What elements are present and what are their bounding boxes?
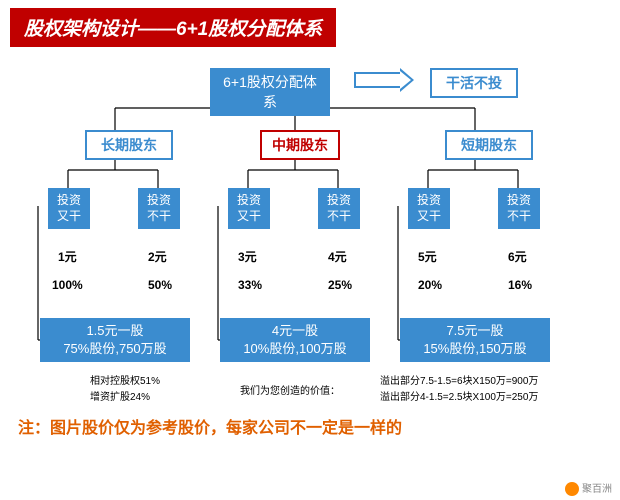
pct-6: 16% — [508, 278, 532, 292]
note-mid: 我们为您创造的价值： — [240, 382, 340, 397]
leaf-4: 投资不干 — [318, 188, 360, 229]
group-mid-term: 中期股东 — [260, 130, 340, 160]
arrow-head-inner — [400, 71, 411, 89]
note-right-2: 溢出部分4-1.5=2.5块X100万=250万 — [380, 388, 538, 403]
leaf-1: 投资又干 — [48, 188, 90, 229]
arrow-shaft — [354, 72, 402, 88]
price-3: 3元 — [238, 248, 257, 265]
pct-4: 25% — [328, 278, 352, 292]
leaf-6: 投资不干 — [498, 188, 540, 229]
summary-3: 7.5元一股15%股份,150万股 — [400, 318, 550, 362]
price-2: 2元 — [148, 248, 167, 265]
pct-1: 100% — [52, 278, 83, 292]
price-4: 4元 — [328, 248, 347, 265]
leaf-3: 投资又干 — [228, 188, 270, 229]
group-short-term: 短期股东 — [445, 130, 533, 160]
group-long-term: 长期股东 — [85, 130, 173, 160]
watermark: 聚百洲 — [565, 480, 612, 496]
side-node: 干活不投 — [430, 68, 518, 98]
leaf-2: 投资不干 — [138, 188, 180, 229]
price-6: 6元 — [508, 248, 527, 265]
pct-2: 50% — [148, 278, 172, 292]
pct-5: 20% — [418, 278, 442, 292]
note-left-2: 增资扩股24% — [90, 388, 150, 403]
wechat-icon — [565, 482, 579, 496]
leaf-5: 投资又干 — [408, 188, 450, 229]
main-footnote: 注：图片股价仅为参考股价，每家公司不一定是一样的 — [18, 414, 402, 438]
pct-3: 33% — [238, 278, 262, 292]
note-right-1: 溢出部分7.5-1.5=6块X150万=900万 — [380, 372, 538, 387]
price-1: 1元 — [58, 248, 77, 265]
price-5: 5元 — [418, 248, 437, 265]
summary-1: 1.5元一股75%股份,750万股 — [40, 318, 190, 362]
summary-2: 4元一股10%股份,100万股 — [220, 318, 370, 362]
page-title: 股权架构设计——6+1股权分配体系 — [10, 8, 336, 47]
root-node: 6+1股权分配体系 — [210, 68, 330, 116]
note-left-1: 相对控股权51% — [90, 372, 160, 387]
